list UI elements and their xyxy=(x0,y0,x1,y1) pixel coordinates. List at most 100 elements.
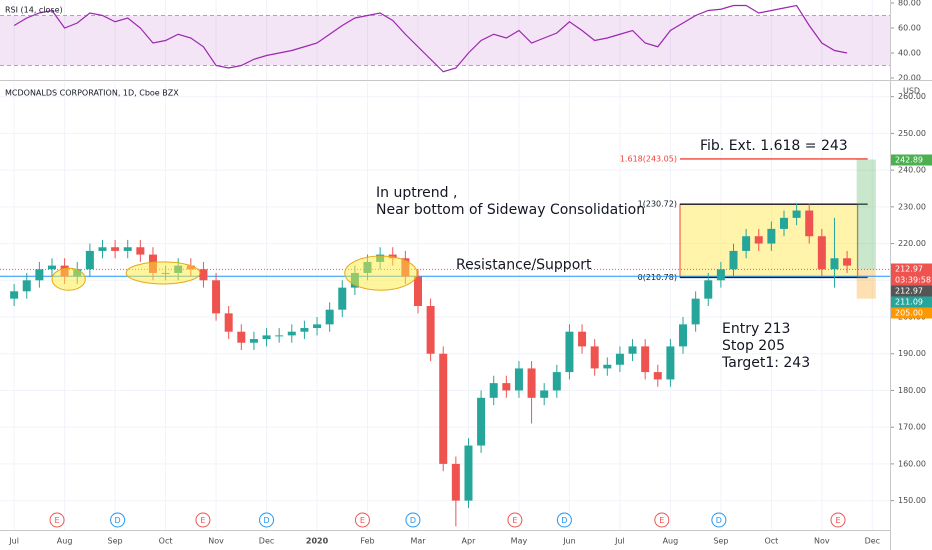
candle-body xyxy=(47,265,56,270)
x-tick-label: May xyxy=(511,537,528,546)
x-tick-label: Aug xyxy=(663,537,679,546)
candle-body xyxy=(502,383,511,391)
y-tick-label: 240.00 xyxy=(898,166,926,175)
candle-body xyxy=(199,269,208,281)
y-tick-label: 20.00 xyxy=(898,74,921,83)
candle-body xyxy=(98,247,107,251)
x-tick-label: Sep xyxy=(713,537,728,546)
candle-body xyxy=(439,353,448,464)
candle-body xyxy=(843,258,852,266)
candle-body xyxy=(792,210,801,218)
rsi-band xyxy=(0,15,890,66)
highlight-ellipse xyxy=(125,261,201,285)
event-marker xyxy=(110,512,126,528)
candle-body xyxy=(830,258,839,270)
event-label: E xyxy=(835,516,840,525)
candle-body xyxy=(817,236,826,270)
event-marker xyxy=(711,512,727,528)
candle-body xyxy=(10,291,19,299)
chart-title: MCDONALDS CORPORATION, 1D, Cboe BZX xyxy=(5,89,179,98)
fib-label: 1(230.72) xyxy=(638,200,677,209)
annotation: Target1: 243 xyxy=(721,355,810,371)
y-tick-label: 40.00 xyxy=(898,49,921,58)
event-label: D xyxy=(410,516,416,525)
price-tag xyxy=(891,296,932,308)
x-tick-label: Jun xyxy=(562,537,576,546)
candle-body xyxy=(275,335,284,337)
candle-body xyxy=(754,236,763,244)
target-zone xyxy=(856,159,876,270)
candle-body xyxy=(679,324,688,347)
event-marker xyxy=(354,512,370,528)
y-tick-label: 60.00 xyxy=(898,24,921,33)
y-tick-label: 190.00 xyxy=(898,349,926,358)
candle-body xyxy=(628,346,637,354)
candle-body xyxy=(704,280,713,299)
candle-body xyxy=(35,269,44,281)
candle-body xyxy=(527,368,536,398)
price-tag-label: 211.09 xyxy=(895,298,923,307)
candle-body xyxy=(426,306,435,354)
event-label: E xyxy=(360,516,365,525)
highlight-ellipse xyxy=(344,255,418,291)
fib-label: 0(210.78) xyxy=(638,273,677,282)
candle-body xyxy=(666,346,675,380)
x-tick-label: Jul xyxy=(8,537,19,546)
annotation: Fib. Ext. 1.618 = 243 xyxy=(700,138,848,154)
x-tick-label: Mar xyxy=(410,537,426,546)
price-tag-label: 212.97 xyxy=(895,265,923,274)
candle-body xyxy=(779,217,788,229)
x-tick-label: Feb xyxy=(360,537,374,546)
y-tick-label: 260.00 xyxy=(898,92,926,101)
x-tick-label: Jul xyxy=(614,537,625,546)
x-tick-label: 2020 xyxy=(306,537,329,546)
candle-body xyxy=(805,210,814,237)
event-label: D xyxy=(263,516,269,525)
price-tag xyxy=(891,274,932,286)
x-tick-label: Dec xyxy=(865,537,880,546)
y-tick-label: 150.00 xyxy=(898,496,926,505)
stop-zone xyxy=(856,269,876,299)
currency: USD xyxy=(903,87,920,96)
candle-body xyxy=(742,236,751,251)
annotation: Entry 213 xyxy=(722,321,790,337)
x-tick-label: Oct xyxy=(159,537,173,546)
candle-body xyxy=(653,372,662,380)
price-tag-label: 205.00 xyxy=(895,309,923,318)
candle-body xyxy=(451,463,460,501)
y-tick-label: 230.00 xyxy=(898,202,926,211)
candle-body xyxy=(552,372,561,391)
candle-body xyxy=(565,331,574,373)
fib-label: 1.618(243.05) xyxy=(620,154,677,163)
candle-body xyxy=(212,280,221,314)
x-tick-label: Aug xyxy=(57,537,73,546)
candle-body xyxy=(338,287,347,310)
candle-body xyxy=(325,309,334,325)
highlight-ellipse xyxy=(51,267,86,291)
candle-body xyxy=(136,247,145,255)
y-tick-label: 250.00 xyxy=(898,129,926,138)
candle-body xyxy=(300,328,309,332)
price-tag xyxy=(891,154,932,166)
annotation: Stop 205 xyxy=(722,338,785,354)
event-label: E xyxy=(512,516,517,525)
price-tag-label: 242.89 xyxy=(895,156,923,165)
event-label: E xyxy=(200,516,205,525)
candle-body xyxy=(22,280,31,292)
x-tick-label: Apr xyxy=(462,537,477,546)
y-tick-label: 160.00 xyxy=(898,459,926,468)
candle-body xyxy=(313,324,322,329)
price-tag-label: 212.97 xyxy=(895,287,923,296)
price-tag-label: 03:39:58 xyxy=(895,276,931,285)
event-label: D xyxy=(115,516,121,525)
candle-body xyxy=(729,250,738,270)
event-marker xyxy=(49,512,65,528)
x-tick-label: Nov xyxy=(208,537,224,546)
rsi-line xyxy=(13,4,848,73)
event-marker xyxy=(195,512,211,528)
event-label: D xyxy=(561,516,567,525)
y-tick-label: 180.00 xyxy=(898,386,926,395)
candle-body xyxy=(767,228,776,244)
candle-body xyxy=(224,313,233,332)
